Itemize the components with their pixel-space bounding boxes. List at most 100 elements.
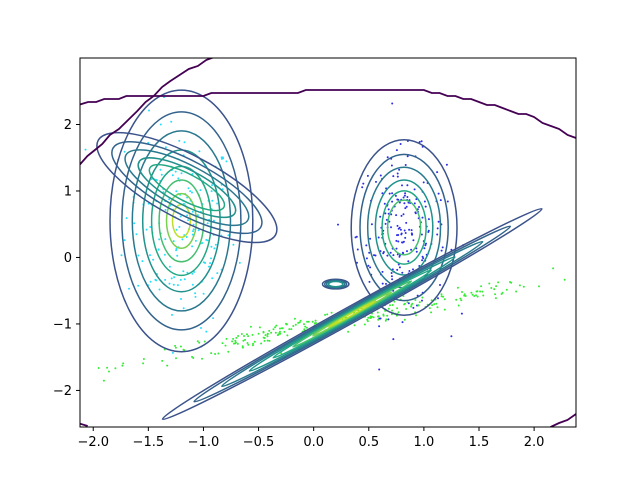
scatter-point bbox=[403, 194, 406, 197]
scatter-point bbox=[396, 307, 399, 310]
scatter-point bbox=[379, 174, 382, 177]
scatter-point bbox=[225, 337, 228, 340]
scatter-point bbox=[163, 253, 166, 256]
scatter-point bbox=[471, 293, 474, 296]
contour-line bbox=[248, 256, 456, 372]
scatter-point bbox=[412, 239, 415, 242]
scatter-point bbox=[428, 307, 431, 310]
scatter-point bbox=[210, 352, 213, 355]
scatter-point bbox=[398, 255, 401, 258]
scatter-point bbox=[395, 149, 398, 152]
scatter-point bbox=[217, 352, 220, 355]
scatter-point bbox=[396, 234, 398, 237]
scatter-point bbox=[391, 192, 394, 195]
contour-line bbox=[359, 153, 449, 302]
scatter-point bbox=[279, 332, 282, 335]
scatter-point bbox=[436, 171, 439, 174]
scatter-point bbox=[404, 207, 407, 210]
scatter-point bbox=[330, 311, 333, 314]
scatter-point bbox=[404, 192, 407, 195]
scatter-point bbox=[391, 304, 394, 306]
contour-line bbox=[137, 157, 237, 219]
scatter-point bbox=[354, 236, 357, 239]
scatter-point bbox=[137, 254, 140, 257]
scatter-point bbox=[399, 143, 402, 145]
scatter-point bbox=[198, 150, 201, 153]
scatter-point bbox=[440, 295, 443, 298]
scatter-point bbox=[391, 200, 394, 203]
scatter-point bbox=[220, 156, 223, 159]
scatter-point bbox=[260, 342, 263, 345]
scatter-point bbox=[186, 271, 189, 274]
outer-contour-line bbox=[80, 89, 576, 139]
scatter-point bbox=[275, 324, 278, 327]
plot-frame bbox=[79, 57, 577, 428]
scatter-point bbox=[170, 277, 173, 280]
scatter-point bbox=[206, 239, 209, 242]
scatter-point bbox=[405, 221, 408, 224]
scatter-point bbox=[405, 308, 408, 310]
scatter-point bbox=[509, 281, 511, 283]
scatter-point bbox=[379, 215, 382, 218]
scatter-point bbox=[443, 308, 446, 311]
scatter-point bbox=[225, 160, 228, 163]
scatter-point bbox=[356, 248, 359, 251]
scatter-point bbox=[173, 276, 176, 279]
scatter-point bbox=[552, 267, 555, 270]
scatter-point bbox=[404, 302, 406, 305]
scatter-point bbox=[422, 257, 425, 260]
scatter-point bbox=[294, 323, 297, 326]
scatter-point bbox=[274, 326, 277, 329]
scatter-point bbox=[363, 323, 366, 326]
scatter-point bbox=[400, 233, 403, 236]
scatter-point bbox=[396, 268, 399, 271]
scatter-point bbox=[384, 319, 387, 322]
scatter-point bbox=[563, 278, 566, 281]
scatter-point bbox=[430, 311, 433, 314]
scatter-point bbox=[422, 181, 425, 184]
scatter-point bbox=[395, 214, 398, 217]
scatter-point bbox=[412, 268, 414, 271]
scatter-point bbox=[180, 172, 183, 175]
scatter-point bbox=[515, 290, 518, 293]
scatter-point bbox=[505, 288, 508, 291]
scatter-point bbox=[377, 236, 380, 239]
scatter-point bbox=[353, 324, 356, 327]
scatter-point bbox=[497, 281, 500, 284]
scatter-point bbox=[84, 148, 87, 151]
scatter-point bbox=[277, 333, 280, 336]
contour-line bbox=[327, 280, 344, 288]
scatter-point bbox=[216, 202, 219, 205]
scatter-point bbox=[168, 198, 171, 201]
scatter-point bbox=[155, 279, 158, 282]
scatter-point bbox=[174, 344, 177, 347]
scatter-point bbox=[397, 240, 400, 243]
scatter-point bbox=[283, 330, 286, 333]
scatter-point bbox=[386, 314, 389, 317]
scatter-point bbox=[406, 184, 409, 187]
scatter-point bbox=[365, 244, 368, 247]
scatter-point bbox=[473, 295, 476, 297]
scatter-point bbox=[415, 314, 417, 317]
scatter-point bbox=[122, 362, 125, 365]
scatter-point bbox=[197, 229, 200, 232]
scatter-point bbox=[382, 314, 385, 317]
scatter-point bbox=[241, 345, 244, 348]
scatter-point bbox=[171, 351, 174, 354]
scatter-point bbox=[378, 325, 381, 328]
contour-line bbox=[111, 141, 263, 235]
x-tick-label: −0.5 bbox=[243, 435, 275, 450]
scatter-point bbox=[421, 255, 424, 258]
scatter-point bbox=[128, 287, 130, 290]
scatter-point bbox=[385, 282, 387, 285]
scatter-point bbox=[293, 317, 296, 320]
scatter-point bbox=[389, 251, 392, 254]
scatter-point bbox=[221, 342, 224, 345]
scatter-point bbox=[262, 331, 265, 334]
scatter-point bbox=[186, 214, 189, 217]
scatter-point bbox=[420, 233, 423, 236]
scatter-point bbox=[384, 222, 387, 225]
scatter-point bbox=[102, 379, 105, 382]
scatter-point bbox=[413, 188, 416, 191]
scatter-point bbox=[182, 348, 185, 351]
